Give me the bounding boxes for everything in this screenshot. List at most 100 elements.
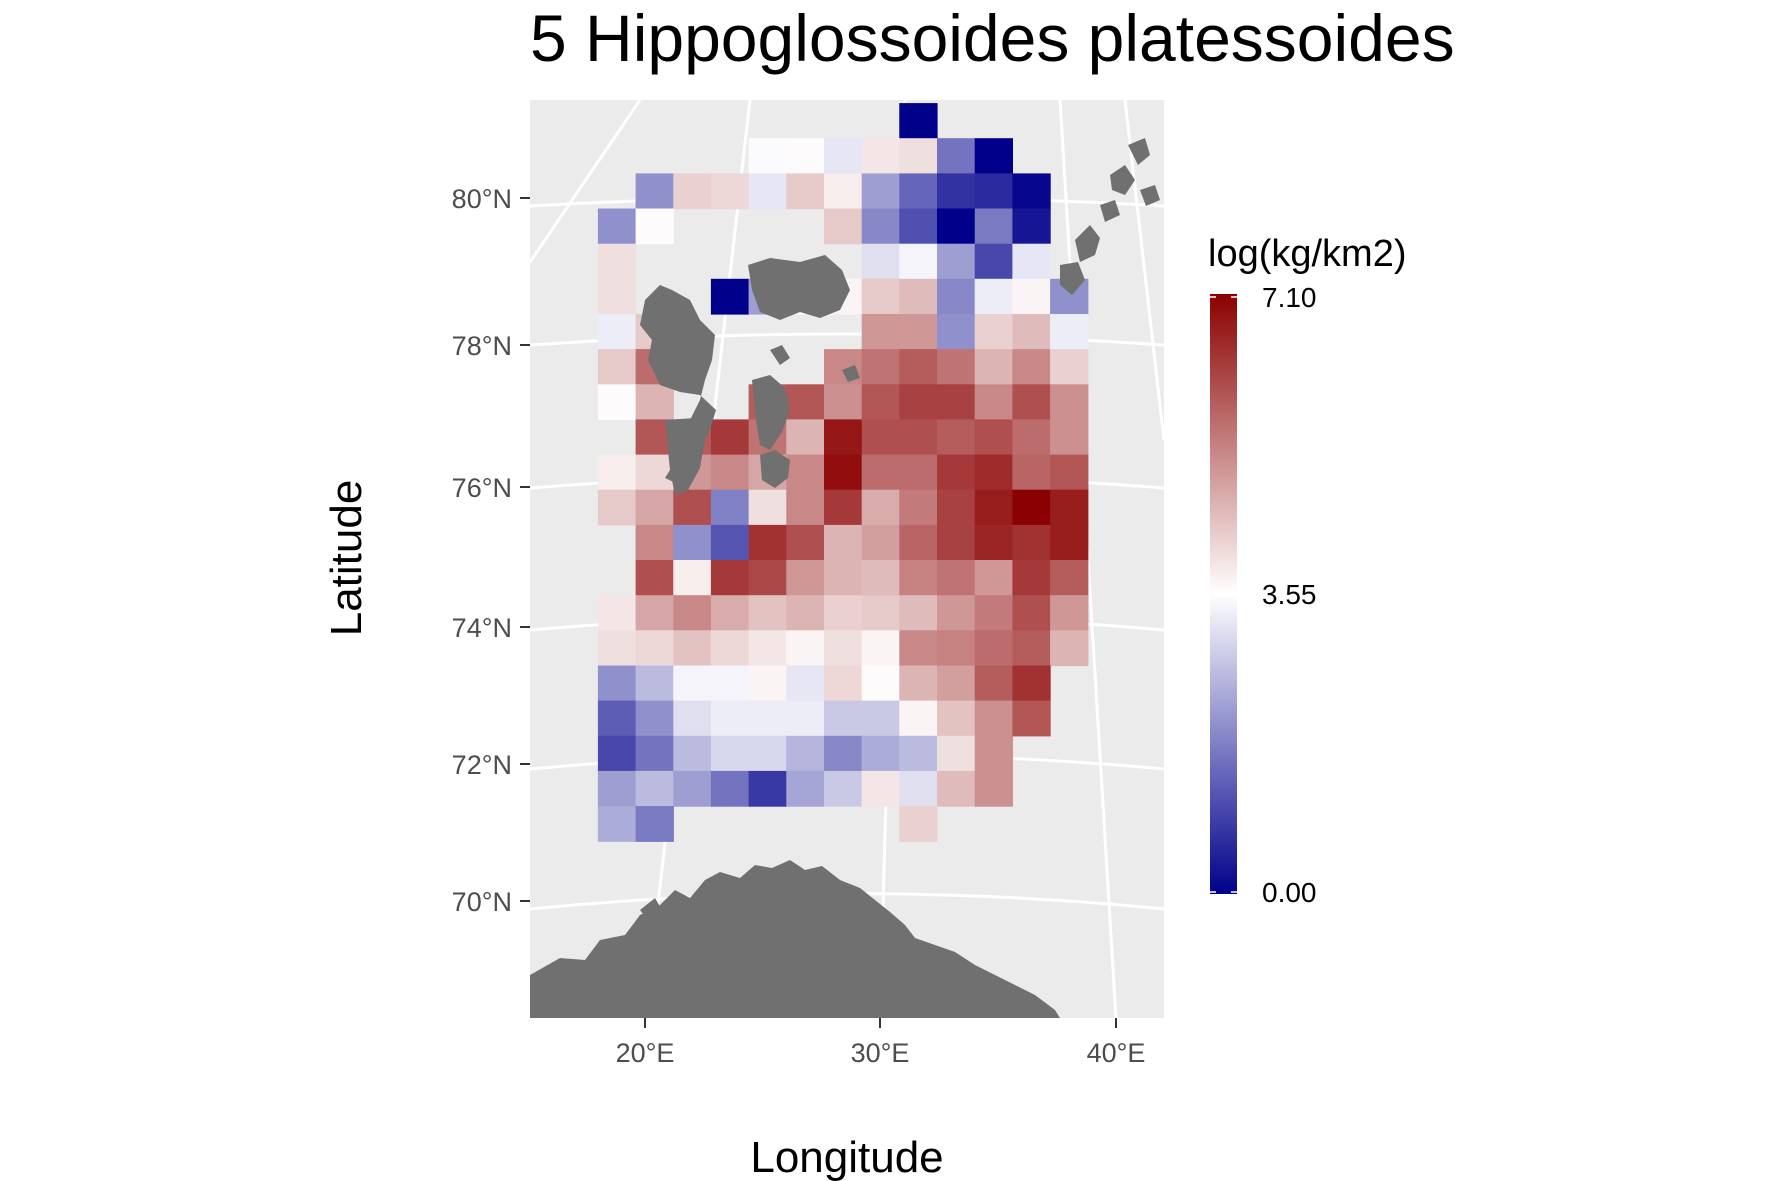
grid-cell [748, 630, 787, 667]
legend-title: log(kg/km2) [1208, 233, 1407, 275]
grid-cell [974, 173, 1013, 210]
land-norway-coast [530, 860, 1060, 1018]
grid-cell [937, 384, 976, 421]
grid-cell [710, 489, 750, 526]
grid-cell [748, 489, 787, 526]
x-tick-label-30: 30°E [851, 1038, 910, 1068]
grid-cell [786, 489, 825, 526]
grid-cell [974, 735, 1013, 772]
grid-cell [899, 806, 938, 842]
grid-cell [899, 173, 938, 210]
grid-cell [710, 278, 750, 315]
graticule-lon-50 [1123, 100, 1164, 441]
grid-cell [786, 384, 825, 421]
land-franz-josef-6 [1140, 185, 1160, 206]
grid-cell [1050, 489, 1089, 526]
land-svalbard-islet-1 [770, 345, 790, 365]
grid-cell [635, 489, 674, 526]
grid-cell [899, 103, 938, 139]
grid-cell [824, 770, 863, 807]
grid-cell [673, 489, 712, 526]
grid-cell [899, 665, 938, 702]
grid-cell [1050, 595, 1089, 631]
land-norway-fjord-1 [545, 970, 570, 1000]
grid-cell [937, 735, 976, 772]
grid-cell [748, 595, 787, 631]
grid-cell [974, 665, 1013, 702]
grid-cell [861, 419, 900, 456]
grid-cell [786, 173, 825, 210]
grid-cell [861, 349, 900, 385]
grid-cell [824, 665, 863, 702]
grid-cell [861, 384, 900, 421]
grid-cell [597, 243, 637, 280]
grid-cell [861, 770, 900, 807]
grid-cell [1050, 560, 1089, 596]
density-cells [597, 103, 1089, 842]
grid-cell [597, 384, 637, 421]
grid-cell [748, 700, 787, 737]
y-tick-label-78: 78°N [452, 331, 512, 361]
grid-cell [861, 454, 900, 491]
grid-cell [710, 173, 750, 210]
grid-cell [824, 524, 863, 561]
grid-cell [824, 595, 863, 631]
grid-cell [1050, 349, 1089, 385]
grid-cell [635, 173, 674, 210]
x-axis-title: Longitude [750, 1133, 943, 1181]
grid-cell [748, 560, 787, 596]
grid-cell [899, 560, 938, 596]
grid-cell [710, 630, 750, 667]
land-franz-josef-1 [1075, 225, 1100, 262]
grid-cell [1012, 419, 1051, 456]
grid-cell [673, 173, 712, 210]
grid-cell [899, 349, 938, 385]
grid-cell [673, 735, 712, 772]
grid-cell [748, 173, 787, 210]
grid-cell [710, 700, 750, 737]
land-franz-josef-5 [1100, 200, 1120, 222]
grid-cell [899, 630, 938, 667]
x-tick-label-40: 40°E [1087, 1038, 1146, 1068]
x-axis: 20°E 30°E 40°E [616, 1018, 1146, 1068]
grid-cell [974, 384, 1013, 421]
grid-cell [635, 770, 674, 807]
grid-cell [635, 524, 674, 561]
grid-cell [899, 735, 938, 772]
grid-cell [635, 384, 674, 421]
grid-cell [937, 173, 976, 210]
grid-cell [974, 489, 1013, 526]
grid-cell [673, 560, 712, 596]
grid-cell [1012, 454, 1051, 491]
land-svalbard-edgeoya [760, 450, 790, 488]
grid-cell [635, 735, 674, 772]
land-franz-josef-3 [1110, 165, 1135, 195]
grid-cell [635, 560, 674, 596]
grid-cell [1012, 560, 1051, 596]
grid-cell [786, 138, 825, 174]
grid-cell [748, 665, 787, 702]
grid-cell [597, 208, 637, 245]
grid-cell [597, 630, 637, 667]
grid-cell [786, 560, 825, 596]
grid-cell [635, 595, 674, 631]
y-tick-label-80: 80°N [452, 184, 512, 214]
land-franz-josef-2 [1060, 262, 1085, 295]
grid-cell [1050, 314, 1089, 350]
grid-cell [899, 524, 938, 561]
grid-cell [824, 384, 863, 421]
grid-cell [1012, 524, 1051, 561]
grid-cell [899, 595, 938, 631]
y-axis: 80°N 78°N 76°N 74°N 72°N 70°N [452, 184, 530, 917]
grid-cell [748, 138, 787, 174]
grid-cell [861, 524, 900, 561]
grid-cell [635, 700, 674, 737]
land-svalbard-barentsoya [752, 375, 790, 450]
grid-cell [597, 665, 637, 702]
grid-cell [974, 524, 1013, 561]
grid-cell [974, 454, 1013, 491]
grid-cell [974, 314, 1013, 350]
grid-cell [1012, 700, 1051, 737]
grid-cell [1012, 173, 1051, 210]
grid-cell [899, 489, 938, 526]
